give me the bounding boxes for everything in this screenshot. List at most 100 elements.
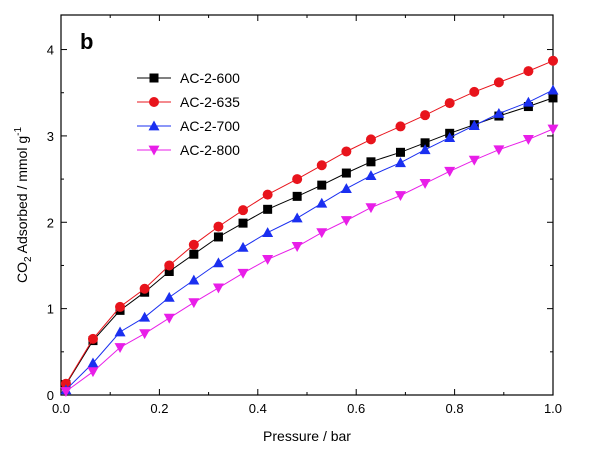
- y-tick-label: 2: [47, 215, 54, 230]
- data-point: [60, 378, 71, 389]
- legend-item: AC-2-800: [137, 142, 240, 158]
- data-point: [366, 157, 376, 167]
- series-line: [65, 97, 554, 385]
- y-axis-title-subscript: 2: [23, 256, 34, 262]
- x-tick-label: 0.0: [52, 401, 70, 416]
- data-point: [163, 291, 175, 302]
- y-tick-label: 4: [47, 43, 54, 58]
- data-point: [340, 216, 352, 227]
- x-tick-label: 1.0: [544, 401, 562, 416]
- data-point: [237, 268, 249, 279]
- data-point: [444, 98, 455, 109]
- data-point: [164, 260, 175, 271]
- data-point: [365, 203, 377, 214]
- y-axis-title: CO2 Adsorbed / mmol g-1: [13, 127, 34, 284]
- series-line: [65, 60, 554, 385]
- data-point: [523, 66, 534, 77]
- data-point: [341, 146, 352, 157]
- legend-label: AC-2-600: [180, 70, 240, 86]
- data-point: [263, 204, 273, 214]
- data-point: [365, 134, 376, 145]
- data-point: [238, 218, 248, 228]
- data-point: [213, 221, 224, 232]
- data-point: [292, 174, 303, 185]
- data-point: [522, 96, 534, 107]
- y-axis-title-prefix: CO: [14, 262, 30, 283]
- data-point: [341, 168, 351, 178]
- data-point: [316, 160, 327, 171]
- data-point: [60, 387, 72, 398]
- series-AC-2-800: [60, 124, 559, 398]
- data-point: [262, 227, 274, 238]
- legend-marker: [148, 145, 160, 156]
- data-point: [317, 180, 327, 190]
- series-AC-2-600: [61, 93, 558, 390]
- data-point: [291, 242, 303, 252]
- legend-label: AC-2-800: [180, 142, 240, 158]
- data-point: [493, 145, 505, 156]
- data-point: [188, 239, 199, 250]
- series-AC-2-635: [60, 55, 558, 389]
- legend-label: AC-2-700: [180, 118, 240, 134]
- data-point: [394, 157, 406, 168]
- legend-marker: [149, 73, 159, 83]
- data-point: [394, 191, 406, 201]
- series-line: [65, 128, 554, 392]
- y-tick-label: 1: [47, 302, 54, 317]
- legend-marker: [148, 120, 160, 131]
- series-layer: [60, 55, 559, 398]
- data-point: [87, 333, 98, 344]
- data-point: [468, 155, 480, 166]
- data-point: [547, 84, 559, 95]
- data-point: [139, 283, 150, 294]
- data-point: [419, 144, 431, 155]
- data-point: [188, 298, 200, 309]
- data-point: [87, 357, 99, 368]
- data-point: [139, 329, 151, 340]
- x-tick-label: 0.6: [347, 401, 365, 416]
- data-point: [139, 311, 151, 322]
- plot-frame: [60, 14, 554, 396]
- legend-item: AC-2-700: [137, 118, 240, 134]
- data-point: [87, 367, 99, 378]
- panel-label: b: [80, 29, 93, 54]
- data-point: [189, 249, 199, 259]
- legend: AC-2-600 AC-2-635 AC-2-700 AC-2-800: [137, 70, 240, 158]
- data-point: [395, 121, 406, 132]
- data-point: [212, 257, 224, 268]
- data-point: [237, 241, 249, 252]
- data-point: [340, 183, 352, 193]
- y-axis-title-middle: Adsorbed / mmol g: [14, 136, 30, 257]
- data-point: [262, 255, 274, 265]
- data-point: [114, 343, 126, 353]
- legend-item: AC-2-635: [137, 94, 240, 110]
- x-axis-title: Pressure / bar: [263, 428, 351, 444]
- data-point: [316, 197, 328, 208]
- data-point: [238, 205, 249, 216]
- data-point: [419, 179, 431, 189]
- data-point: [291, 212, 303, 223]
- data-point: [163, 313, 175, 324]
- data-point: [444, 166, 456, 177]
- data-point: [115, 301, 126, 312]
- data-point: [188, 274, 200, 285]
- data-point: [395, 147, 405, 157]
- data-point: [468, 120, 480, 130]
- data-point: [212, 283, 224, 294]
- y-axis-title-superscript: -1: [13, 127, 24, 136]
- x-tick-label: 0.2: [150, 401, 168, 416]
- data-point: [292, 191, 302, 201]
- legend-marker: [149, 97, 159, 107]
- data-point: [316, 228, 328, 239]
- data-point: [548, 55, 558, 66]
- data-point: [420, 110, 431, 121]
- data-point: [262, 189, 273, 200]
- data-point: [365, 170, 377, 181]
- x-tick-label: 0.8: [446, 401, 464, 416]
- data-point: [548, 93, 558, 103]
- data-point: [522, 134, 534, 145]
- data-point: [213, 232, 223, 242]
- data-point: [114, 326, 126, 337]
- legend-item: AC-2-600: [137, 70, 240, 86]
